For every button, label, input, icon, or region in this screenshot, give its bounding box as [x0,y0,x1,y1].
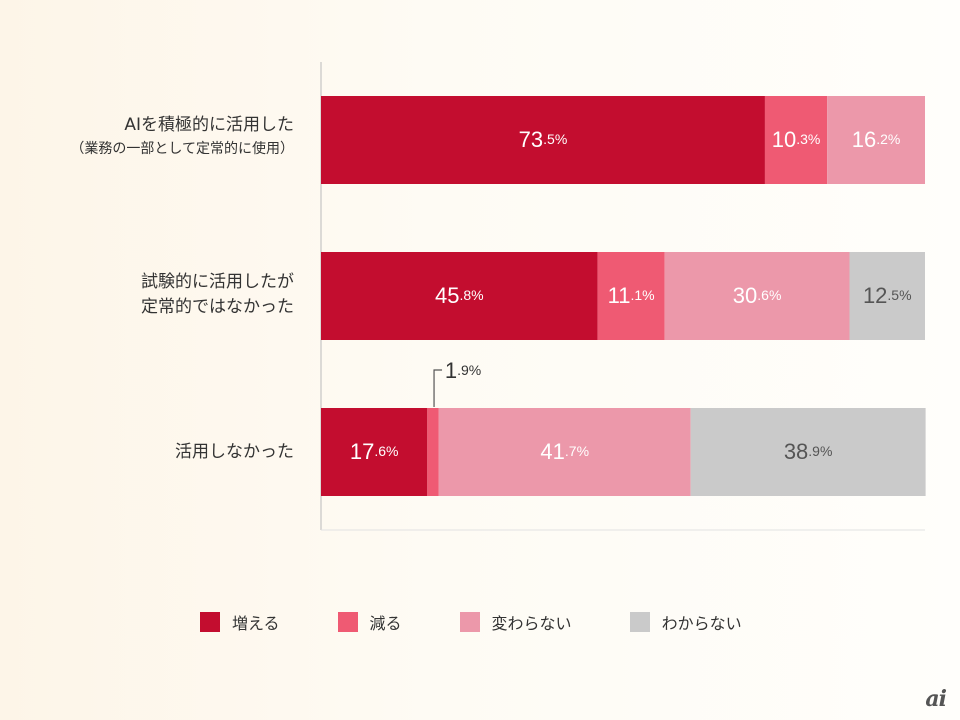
bar-unchanged-row-2 [664,252,850,340]
legend: 増える 減る 変わらない わからない [200,610,800,634]
legend-label-increase: 増える [232,614,280,633]
bar-unchanged-row-3 [438,408,691,496]
callout-line-decrease-row-3 [433,369,443,407]
data-label-unknown-row-3: 38.9% [784,439,833,464]
data-label-increase-row-2: 45.8% [435,283,484,308]
category-label-2-main: 試験的に活用したが [141,272,294,292]
data-label-unchanged-row-3: 41.7% [540,439,589,464]
bar-unchanged-row-1 [827,96,925,184]
bar-decrease-row-2 [597,252,665,340]
data-label-decrease-row-2: 11.1% [608,283,655,308]
data-label-decrease-row-3: 1.9% [445,358,481,383]
site-logo: ai [925,686,947,712]
legend-label-unknown: わからない [661,614,742,633]
bar-unknown-row-3 [690,408,926,496]
legend-item-increase: 増える [200,610,280,634]
data-label-unchanged-row-1: 16.2% [852,127,901,152]
legend-swatch-unchanged [459,612,480,632]
category-label-1-main: AIを積極的に活用した [124,115,294,135]
category-label-1-sub: （業務の一部として定常的に使用） [70,141,294,157]
bar-decrease-row-3 [427,408,439,496]
bar-increase-row-2 [321,252,598,340]
category-label-2: 試験的に活用したが 定常的ではなかった [141,270,294,320]
bar-unknown-row-2 [849,252,925,340]
legend-label-decrease: 減る [369,614,402,633]
bar-increase-row-3 [321,408,428,496]
bar-increase-row-1 [321,96,765,184]
category-label-2-sub: 定常的ではなかった [141,297,294,317]
data-label-increase-row-1: 73.5% [519,127,568,152]
category-label-3-main: 活用しなかった [175,442,294,462]
data-label-increase-row-3: 17.6% [350,439,399,464]
data-label-unknown-row-2: 12.5% [863,283,912,308]
bar-decrease-row-1 [764,96,828,184]
data-label-decrease-row-1: 10.3% [772,127,821,152]
legend-swatch-decrease [337,612,358,632]
legend-swatch-increase [200,612,220,632]
legend-item-unchanged: 変わらない [459,610,572,634]
legend-item-decrease: 減る [337,610,402,634]
data-label-unchanged-row-2: 30.6% [733,283,782,308]
category-label-1: AIを積極的に活用した （業務の一部として定常的に使用） [70,113,294,160]
legend-label-unchanged: 変わらない [491,614,572,633]
category-label-3: 活用しなかった [175,440,294,465]
legend-swatch-unknown [629,612,650,632]
legend-item-unknown: わからない [629,610,742,634]
